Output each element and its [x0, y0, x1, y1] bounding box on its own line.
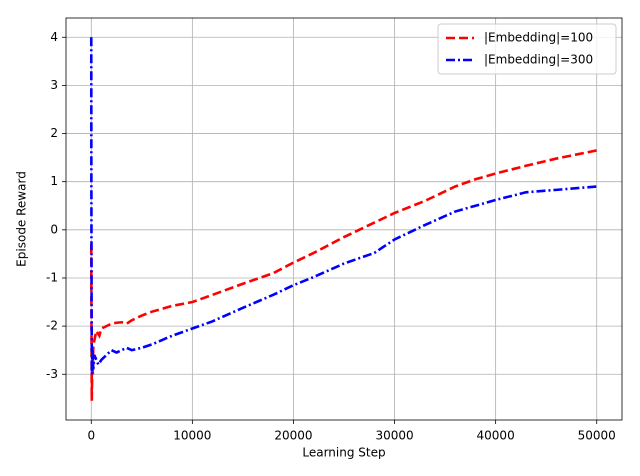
legend-label: |Embedding|=300: [484, 53, 593, 67]
x-tick-label: 20000: [274, 429, 312, 443]
legend-box: [437, 23, 617, 75]
plot-frame: [65, 17, 623, 421]
series-line: [89, 37, 597, 375]
x-tick-label: 0: [87, 429, 95, 443]
x-tick-label: 40000: [477, 429, 515, 443]
x-axis-label: Learning Step: [302, 446, 385, 460]
series-line: [89, 149, 597, 401]
y-tick-label: -1: [46, 270, 58, 284]
y-tick-label: 3: [50, 78, 58, 92]
y-tick-label: 4: [50, 30, 58, 44]
x-tick-label: 50000: [578, 429, 616, 443]
x-tick-label: 10000: [173, 429, 211, 443]
y-tick-label: 1: [50, 174, 58, 188]
x-tick-label: 30000: [375, 429, 413, 443]
y-tick-label: -3: [46, 367, 58, 381]
y-tick-label: -2: [46, 319, 58, 333]
y-tick-label: 2: [50, 126, 58, 140]
y-tick-label: 0: [50, 222, 58, 236]
y-axis-label: Episode Reward: [15, 171, 29, 267]
legend-label: |Embedding|=100: [484, 31, 593, 45]
